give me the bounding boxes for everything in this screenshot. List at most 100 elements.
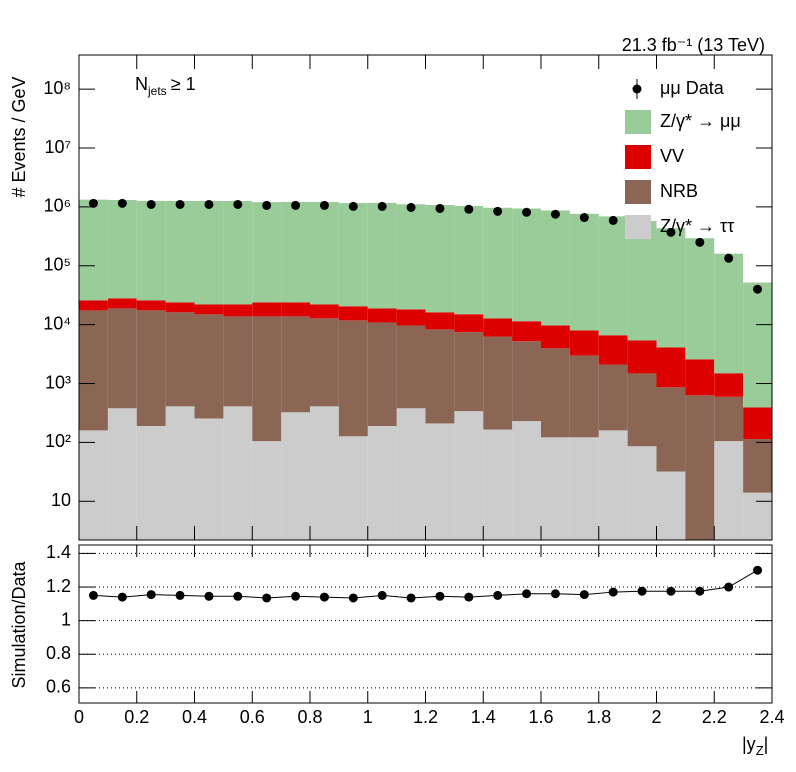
hist-bar [656, 228, 686, 348]
hist-bar [338, 320, 368, 437]
hist-bar [107, 408, 137, 540]
ratio-point [377, 590, 387, 600]
hist-bar [396, 309, 426, 326]
ratio-point [753, 565, 763, 575]
legend-label: NRB [660, 181, 698, 201]
hist-bar [512, 341, 541, 422]
hist-bar [194, 200, 224, 305]
hist-bar [223, 406, 253, 540]
hist-bar [107, 298, 137, 309]
x-tick-label: 0.6 [240, 707, 265, 727]
hist-bar [512, 208, 541, 322]
ratio-point [348, 593, 358, 603]
hist-bar [252, 302, 282, 317]
hist-bar [79, 310, 108, 431]
hist-bar [627, 221, 657, 341]
hist-bar [656, 347, 686, 388]
hist-bar [714, 396, 744, 442]
hist-bar [598, 430, 628, 540]
x-tick-label: 1.2 [413, 707, 438, 727]
ratio-point [724, 582, 734, 592]
ratio-point [233, 591, 243, 601]
hist-bar [483, 318, 513, 337]
ratio-point [262, 593, 272, 603]
data-point [579, 213, 589, 223]
x-title-sub: Z [756, 743, 764, 758]
y-tick-label: 1.2 [46, 576, 71, 596]
x-axis-title: |yZ| [742, 734, 768, 759]
ratio-point [666, 586, 676, 596]
ratio-point [608, 587, 618, 597]
hist-bar [512, 421, 541, 540]
hist-bar [367, 425, 397, 540]
frame [78, 544, 773, 704]
hist-bar [743, 407, 772, 440]
hist-bar [194, 418, 224, 540]
data-point [291, 200, 301, 210]
data-point [204, 199, 214, 209]
hist-bar [483, 336, 513, 430]
y-tick-label: 10⁸ [43, 78, 71, 98]
hist-bar [685, 238, 715, 360]
hist-bar [483, 429, 513, 540]
data-point [88, 198, 98, 208]
legend-swatch [625, 180, 651, 204]
x-tick-label: 2 [651, 707, 661, 727]
hist-bar [310, 201, 339, 305]
hist-bar [569, 437, 599, 540]
ratio-point [175, 590, 185, 600]
data-point [233, 199, 243, 209]
hist-bar [367, 322, 397, 426]
x-title-main: |y [742, 734, 756, 754]
hist-bar [541, 437, 570, 540]
hist-bar [396, 325, 426, 409]
hist-bar [627, 446, 657, 540]
ratio-point [435, 591, 445, 601]
y-tick-label: 1.4 [46, 542, 71, 562]
y-tick-label: 10⁴ [43, 313, 71, 333]
legend-swatch [625, 110, 651, 134]
hist-bar [223, 304, 253, 317]
y-tick-label: 0.8 [46, 643, 71, 663]
data-point [435, 203, 445, 213]
hist-bar [281, 201, 310, 303]
ratio-point [406, 593, 416, 603]
hist-bar [425, 312, 455, 330]
data-point [348, 201, 358, 211]
annotation-rest: ≥ 1 [171, 74, 196, 94]
y-tick-label: 10⁵ [44, 255, 71, 275]
ratio-point [117, 592, 127, 602]
x-title-end: | [764, 734, 769, 754]
hist-bar [338, 436, 368, 540]
legend-swatch [625, 215, 651, 239]
x-tick-label: 1.6 [528, 707, 553, 727]
y-tick-label: 10 [51, 490, 71, 510]
ratio-point [637, 586, 647, 596]
y-axis-title: # Events / GeV [9, 76, 29, 197]
hist-bar [136, 200, 166, 301]
ratio-point [695, 586, 705, 596]
ratio-point [522, 589, 532, 599]
hist-bar [743, 282, 772, 408]
ratio-point [146, 590, 156, 600]
hist-bar [136, 300, 166, 311]
data-point [522, 207, 532, 217]
lumi-label: 21.3 fb⁻¹ (13 TeV) [622, 35, 765, 55]
hist-bar [454, 314, 484, 333]
data-point [146, 199, 156, 209]
ratio-point [579, 590, 589, 600]
hist-bar [627, 340, 657, 374]
hist-bar [252, 441, 282, 540]
hist-bar [425, 423, 455, 540]
hist-bar [194, 314, 224, 419]
hist-bar [396, 408, 426, 540]
x-tick-label: 1.4 [471, 707, 496, 727]
hist-bar [165, 302, 195, 313]
hist-bar [107, 200, 137, 299]
hist-bar [281, 302, 310, 317]
hist-bar [454, 332, 484, 412]
hist-bar [569, 213, 599, 331]
hist-bar [714, 253, 744, 374]
hist-bar [425, 329, 455, 424]
